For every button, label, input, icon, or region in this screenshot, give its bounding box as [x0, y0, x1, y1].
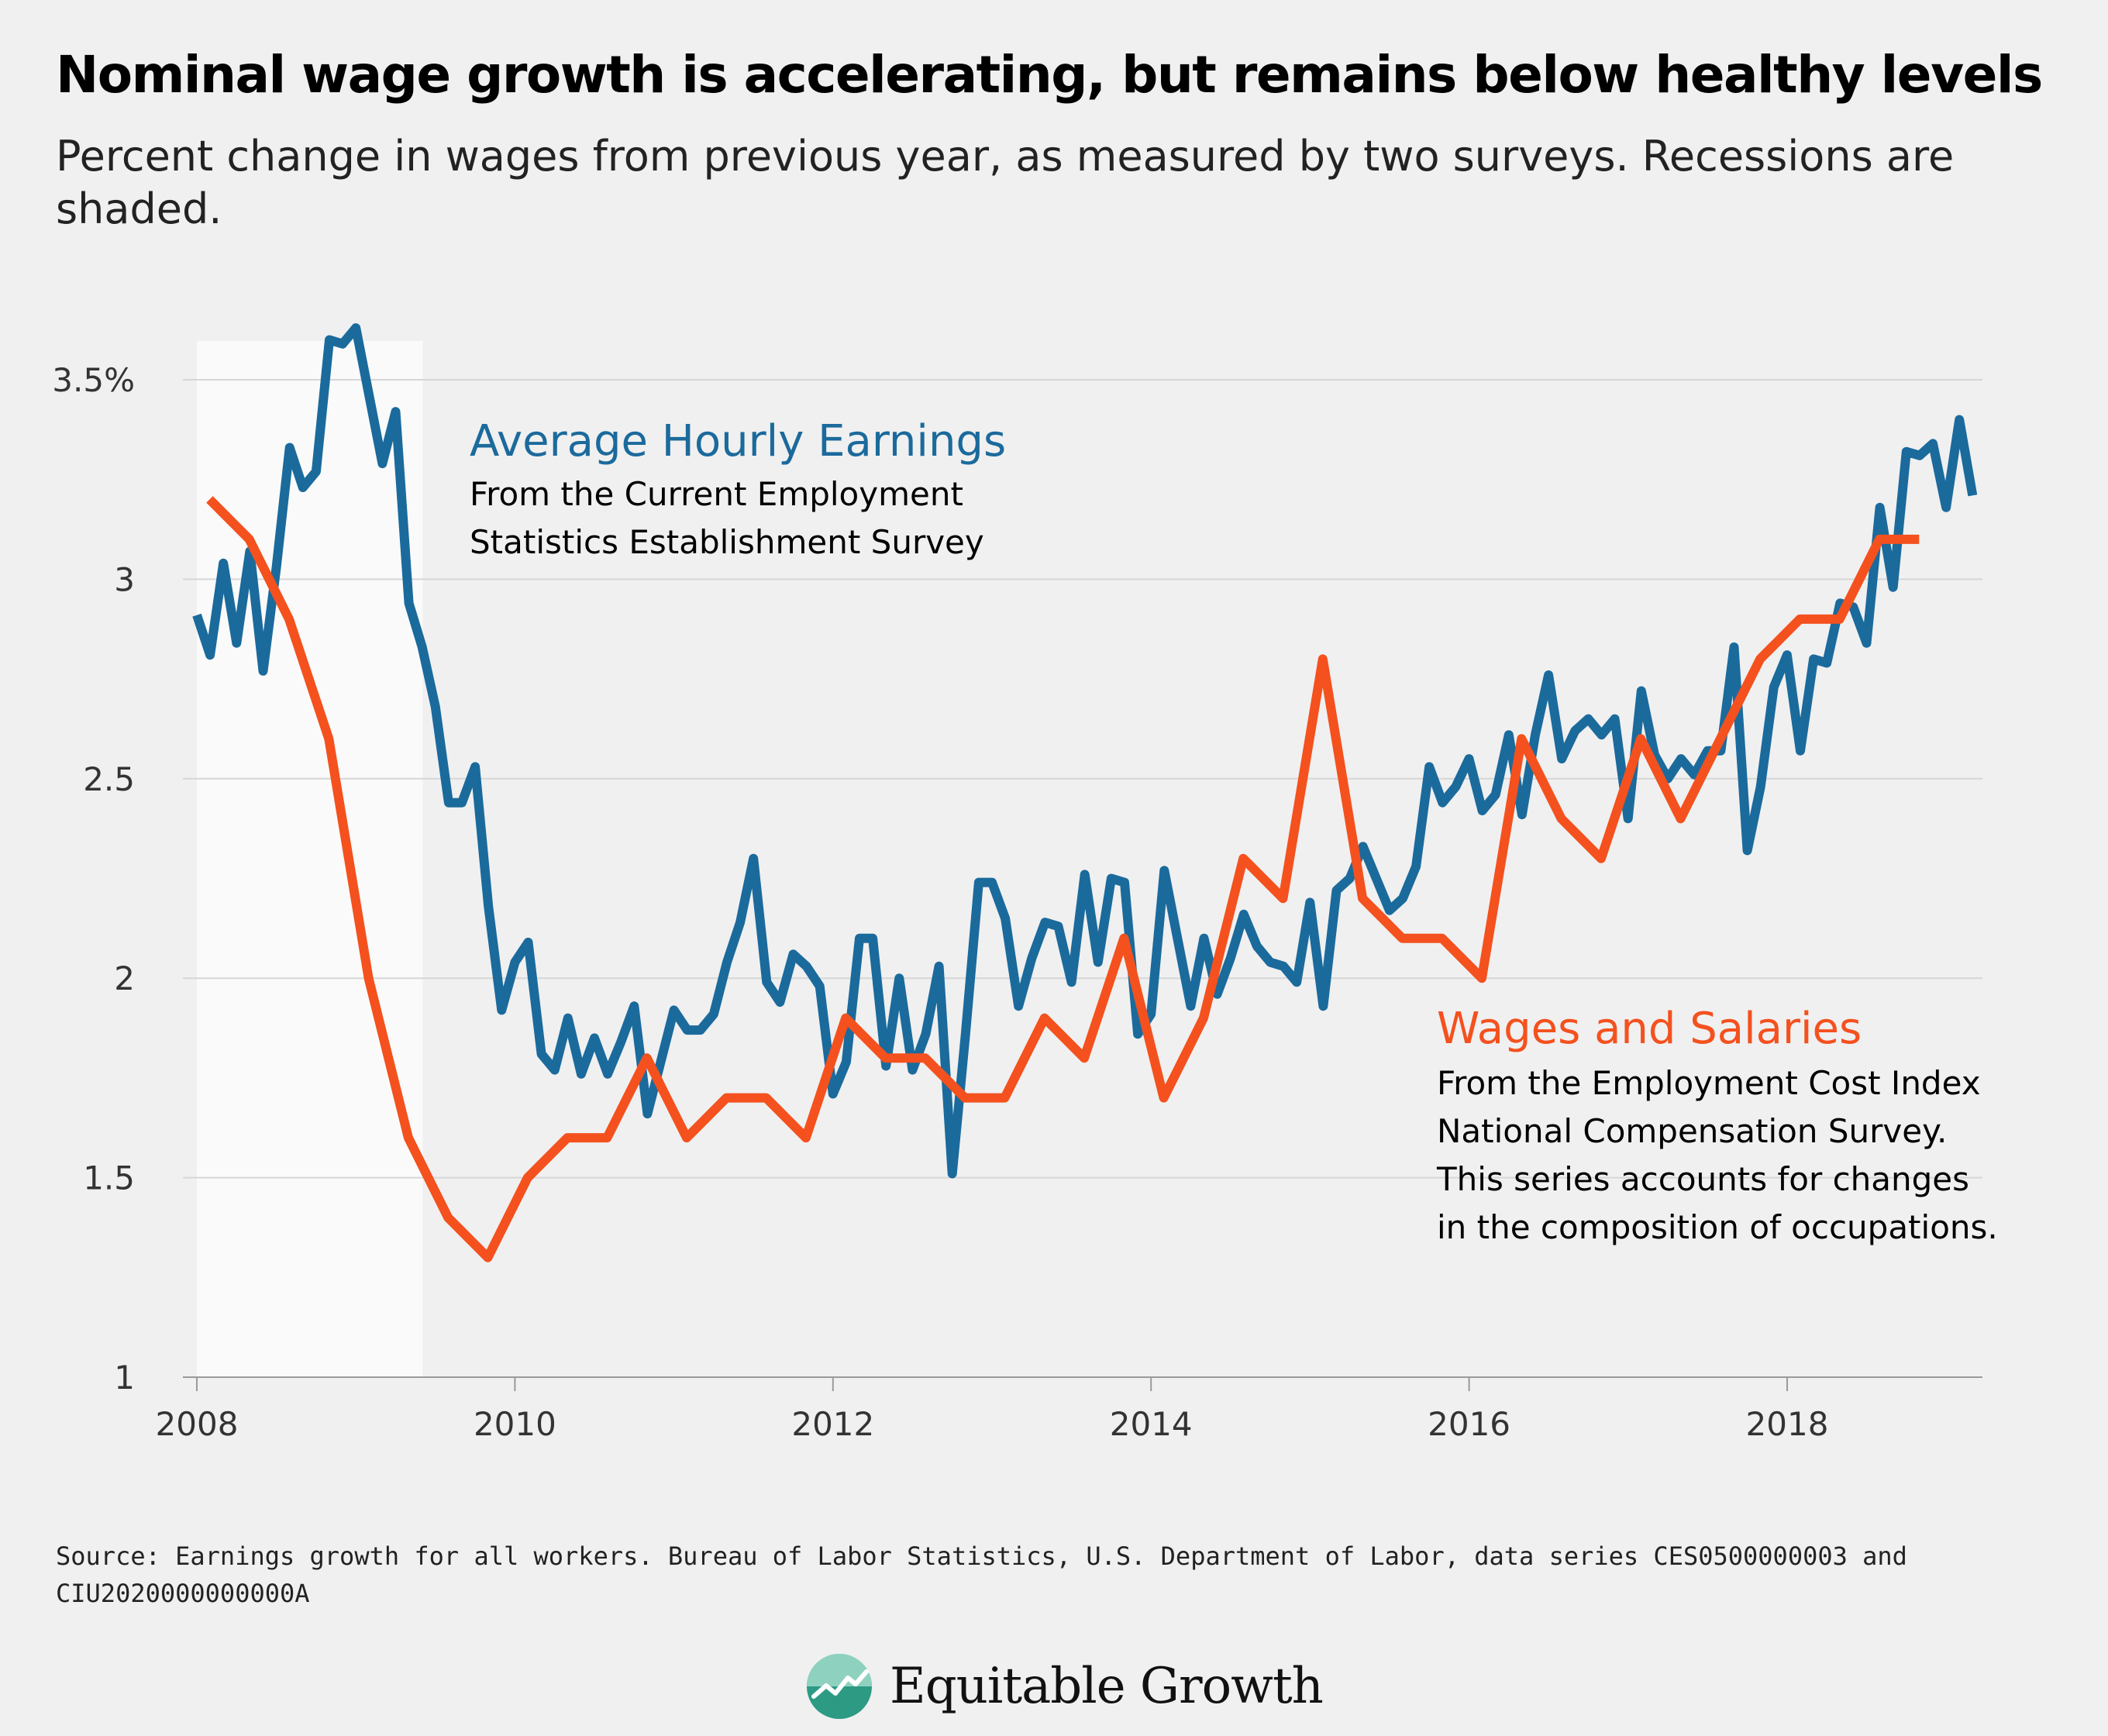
- x-tick-label: 2008: [156, 1405, 239, 1443]
- x-tick-label: 2012: [791, 1405, 874, 1443]
- y-tick-label: 3.5%: [52, 361, 135, 399]
- y-tick-label: 2: [114, 959, 135, 997]
- series-line-ahe: [192, 323, 1978, 1179]
- series-label-eci-note-line: National Compensation Survey.: [1437, 1112, 1947, 1150]
- recession-band: [197, 341, 423, 1377]
- brand-name: Equitable Growth: [890, 1658, 1324, 1715]
- series-labels: Average Hourly Earnings From the Current…: [470, 416, 1998, 1246]
- series-label-ahe-note-line: Statistics Establishment Survey: [470, 523, 984, 561]
- series-label-ahe-title: Average Hourly Earnings: [470, 416, 1006, 467]
- equitable-growth-logo-icon: [807, 1654, 872, 1719]
- x-axis: 2008 2010 2012 2014 2016 2018: [156, 1376, 1982, 1443]
- x-tick-label: 2014: [1110, 1405, 1193, 1443]
- series-label-eci-note-line: This series accounts for changes: [1436, 1160, 1969, 1198]
- series-line-eci: [206, 496, 1920, 1262]
- y-tick-label: 1.5: [83, 1159, 135, 1197]
- series-label-ahe-note-line: From the Current Employment: [470, 475, 963, 513]
- series-lines: [192, 323, 1978, 1262]
- x-tick-label: 2016: [1428, 1405, 1510, 1443]
- y-tick-label: 3: [114, 560, 135, 598]
- chart-subtitle: Percent change in wages from previous ye…: [56, 132, 1955, 233]
- series-label-eci-note-line: From the Employment Cost Index: [1437, 1064, 1981, 1102]
- chart-title: Nominal wage growth is accelerating, but…: [56, 45, 2043, 105]
- series-label-eci-title: Wages and Salaries: [1437, 1004, 1862, 1054]
- grid-lines: [183, 379, 1982, 1179]
- x-tick-label: 2010: [474, 1405, 556, 1443]
- y-tick-label: 2.5: [83, 760, 135, 798]
- y-axis: 1 1.5 2 2.5 3 3.5%: [52, 361, 135, 1397]
- brand-lockup: Equitable Growth: [806, 1649, 1324, 1724]
- recession-shading: [197, 341, 423, 1377]
- series-label-eci-note-line: in the composition of occupations.: [1437, 1208, 1998, 1246]
- source-note: Source: Earnings growth for all workers.…: [56, 1541, 1907, 1608]
- y-tick-label: 1: [114, 1359, 135, 1397]
- x-tick-label: 2018: [1746, 1405, 1829, 1443]
